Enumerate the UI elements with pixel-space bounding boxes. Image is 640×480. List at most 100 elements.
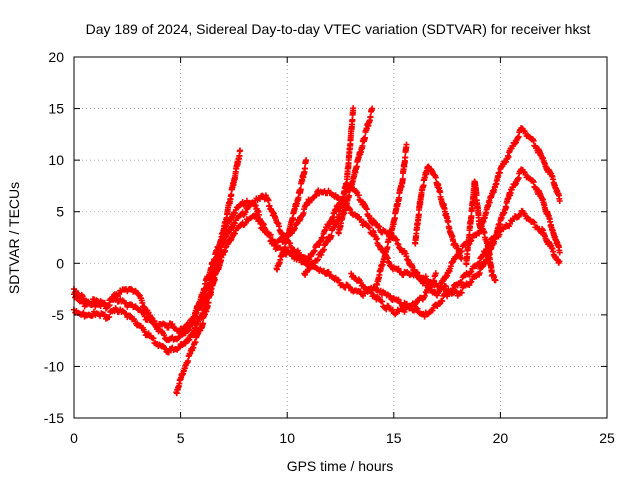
data-point <box>432 174 439 181</box>
data-point <box>242 209 249 216</box>
data-point <box>175 334 182 341</box>
data-point <box>556 197 563 204</box>
data-point <box>442 283 449 290</box>
data-point <box>265 197 272 204</box>
data-point <box>106 314 113 321</box>
data-point <box>200 320 207 327</box>
data-point <box>370 217 377 224</box>
data-point <box>185 337 192 344</box>
x-tick-label: 10 <box>279 430 295 446</box>
data-point <box>186 326 193 333</box>
data-point <box>165 349 172 356</box>
data-point <box>346 284 353 291</box>
plot-frame <box>73 56 608 419</box>
series-track-8 <box>373 141 410 288</box>
data-point <box>383 306 390 313</box>
data-point <box>437 286 444 293</box>
data-point <box>357 216 364 223</box>
data-point <box>492 277 499 284</box>
data-point <box>395 296 402 303</box>
data-point <box>237 147 244 154</box>
data-point <box>375 224 382 231</box>
data-point <box>185 322 192 329</box>
data-point <box>422 278 429 285</box>
x-tick-label: 25 <box>599 430 615 446</box>
data-point <box>379 298 386 305</box>
data-point <box>445 218 452 225</box>
chart-title: Day 189 of 2024, Sidereal Day-to-day VTE… <box>86 21 591 37</box>
data-point <box>314 257 321 264</box>
data-point <box>421 277 428 284</box>
data-point <box>436 301 443 308</box>
data-point <box>467 279 474 286</box>
data-point <box>467 269 474 276</box>
series-track-11 <box>348 270 439 318</box>
data-point <box>369 105 376 112</box>
data-point <box>231 210 238 217</box>
data-point <box>314 256 321 263</box>
x-tick-label: 15 <box>386 430 402 446</box>
series-track-4 <box>173 147 244 397</box>
series-track-5 <box>301 105 357 278</box>
y-tick-label: 15 <box>48 101 64 117</box>
data-point <box>345 283 352 290</box>
data-point <box>141 328 148 335</box>
x-tick-label: 20 <box>493 430 509 446</box>
data-point <box>414 270 421 277</box>
data-points <box>71 105 563 397</box>
data-point <box>366 224 373 231</box>
data-point <box>422 273 429 280</box>
series-track-9 <box>412 163 465 262</box>
x-tick-label: 0 <box>70 430 78 446</box>
data-point <box>347 206 354 213</box>
data-point <box>387 293 394 300</box>
y-tick-label: -5 <box>52 307 65 323</box>
data-point <box>367 113 374 120</box>
data-point <box>328 232 335 239</box>
data-point <box>151 318 158 325</box>
data-point <box>303 157 310 164</box>
data-point <box>403 141 410 148</box>
data-point <box>458 255 465 262</box>
data-point <box>556 249 563 256</box>
data-point <box>182 330 189 337</box>
grid <box>74 57 607 418</box>
y-tick-label: -10 <box>44 358 64 374</box>
data-point <box>399 175 406 182</box>
data-point <box>468 213 475 220</box>
data-point <box>97 303 104 310</box>
y-tick-label: -15 <box>44 410 64 426</box>
data-point <box>161 332 168 339</box>
series-track-10 <box>463 178 499 284</box>
x-tick-label: 5 <box>177 430 185 446</box>
data-point <box>401 308 408 315</box>
data-point <box>439 298 446 305</box>
data-point <box>101 311 108 318</box>
data-point <box>363 206 370 213</box>
data-point <box>141 313 148 320</box>
data-point <box>175 345 182 352</box>
data-point <box>458 289 465 296</box>
y-tick-label: 10 <box>48 152 64 168</box>
x-axis-label: GPS time / hours <box>287 458 394 474</box>
data-point <box>325 268 332 275</box>
data-point <box>106 302 113 309</box>
data-point <box>267 231 274 238</box>
y-tick-label: 0 <box>56 255 64 271</box>
data-point <box>360 292 367 299</box>
data-point <box>101 299 108 306</box>
data-point <box>297 186 304 193</box>
data-point <box>486 249 493 256</box>
data-point <box>414 305 421 312</box>
data-point <box>556 258 563 265</box>
data-point <box>186 321 193 328</box>
data-point <box>362 134 369 141</box>
series-track-7 <box>273 157 310 273</box>
data-point <box>413 269 420 276</box>
data-point <box>530 218 537 225</box>
data-point <box>150 335 157 342</box>
data-point <box>205 299 212 306</box>
y-tick-label: 20 <box>48 49 64 65</box>
data-point <box>186 336 193 343</box>
